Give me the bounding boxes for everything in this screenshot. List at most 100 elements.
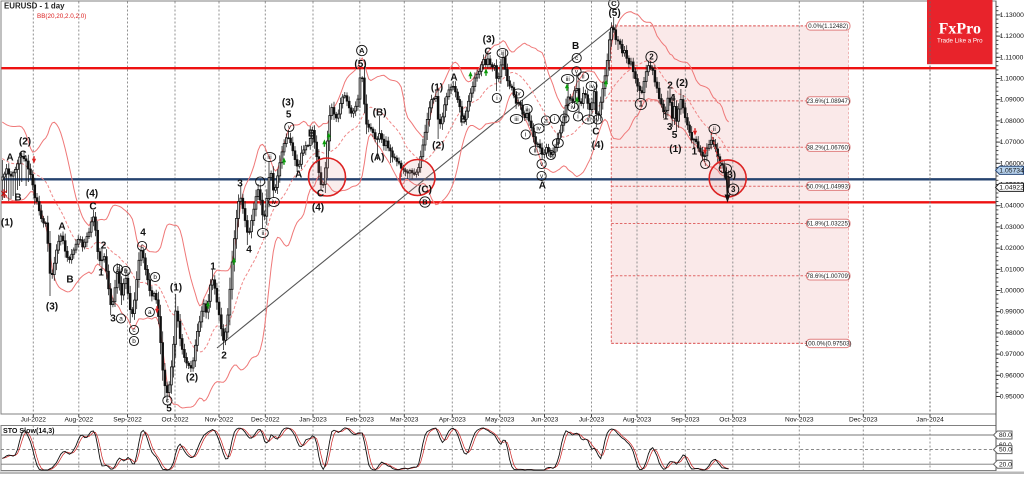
svg-text:20.0: 20.0 xyxy=(999,461,1012,468)
svg-text:b: b xyxy=(132,338,136,345)
svg-text:c: c xyxy=(132,327,136,334)
svg-text:B: B xyxy=(422,197,428,206)
svg-text:1.07000: 1.07000 xyxy=(1000,139,1024,146)
svg-text:C: C xyxy=(611,0,617,8)
svg-text:FxPro: FxPro xyxy=(939,21,981,38)
svg-text:Mar-2023: Mar-2023 xyxy=(390,416,419,423)
svg-text:(5): (5) xyxy=(608,8,620,19)
svg-text:C: C xyxy=(317,189,324,200)
svg-text:ii: ii xyxy=(556,140,559,147)
svg-text:Dec-2022: Dec-2022 xyxy=(251,416,280,423)
svg-text:78.6%(1.00709): 78.6%(1.00709) xyxy=(807,273,850,280)
svg-text:i: i xyxy=(704,161,705,168)
svg-text:Oct-2022: Oct-2022 xyxy=(161,416,188,423)
svg-text:1: 1 xyxy=(639,99,644,108)
svg-text:B: B xyxy=(14,193,21,204)
svg-text:2: 2 xyxy=(649,52,654,61)
svg-text:0.99000: 0.99000 xyxy=(1000,309,1024,316)
svg-text:5: 5 xyxy=(672,130,678,141)
svg-text:2: 2 xyxy=(667,81,673,92)
svg-text:STO Slow(14,3): STO Slow(14,3) xyxy=(3,427,55,435)
svg-text:A: A xyxy=(58,222,65,233)
svg-text:C: C xyxy=(484,47,491,58)
svg-text:C: C xyxy=(19,150,26,161)
svg-text:a: a xyxy=(119,315,123,322)
svg-text:4: 4 xyxy=(670,93,676,104)
svg-text:3: 3 xyxy=(667,122,673,133)
svg-text:3: 3 xyxy=(237,179,243,190)
svg-text:(4): (4) xyxy=(86,189,98,200)
svg-text:1.04922: 1.04922 xyxy=(999,184,1024,191)
svg-text:c: c xyxy=(140,243,144,250)
svg-text:May-2023: May-2023 xyxy=(485,416,515,423)
svg-text:(1): (1) xyxy=(431,83,443,94)
svg-text:1.08000: 1.08000 xyxy=(1000,118,1024,125)
svg-text:i: i xyxy=(259,178,260,185)
svg-text:Oct-2023: Oct-2023 xyxy=(719,416,746,423)
svg-text:(2): (2) xyxy=(676,78,688,89)
svg-text:B: B xyxy=(572,41,579,52)
svg-text:A: A xyxy=(450,73,457,84)
svg-text:v: v xyxy=(540,161,544,168)
svg-text:BB(20,20,2.0,2.0): BB(20,20,2.0,2.0) xyxy=(37,13,86,20)
svg-text:ii: ii xyxy=(261,230,264,237)
svg-text:0.0%(1.12482): 0.0%(1.12482) xyxy=(808,23,848,30)
svg-text:ii: ii xyxy=(525,106,528,113)
svg-text:50.0: 50.0 xyxy=(999,447,1012,454)
svg-text:50.0%(1.04993): 50.0%(1.04993) xyxy=(807,183,850,190)
svg-text:B: B xyxy=(460,115,467,126)
svg-text:iv: iv xyxy=(516,90,521,97)
svg-text:1: 1 xyxy=(98,268,104,279)
svg-text:1: 1 xyxy=(663,112,669,123)
svg-text:ii: ii xyxy=(501,50,504,57)
svg-text:i: i xyxy=(554,116,555,123)
svg-text:(1): (1) xyxy=(1,218,13,229)
svg-text:iii: iii xyxy=(267,154,271,161)
svg-text:Sep-2023: Sep-2023 xyxy=(671,416,700,423)
svg-text:1.10000: 1.10000 xyxy=(1000,75,1024,82)
svg-text:iv: iv xyxy=(570,104,575,111)
svg-text:5: 5 xyxy=(166,404,172,415)
svg-text:b: b xyxy=(549,152,553,159)
svg-text:i: i xyxy=(577,113,578,120)
svg-text:A: A xyxy=(539,181,546,192)
svg-text:3: 3 xyxy=(110,314,116,325)
svg-text:5: 5 xyxy=(286,110,292,121)
svg-text:b: b xyxy=(153,274,157,281)
svg-text:Jul-2023: Jul-2023 xyxy=(579,416,605,423)
svg-text:iv: iv xyxy=(589,83,594,90)
svg-text:A: A xyxy=(6,153,13,164)
svg-text:ii: ii xyxy=(582,73,585,80)
svg-text:1.02000: 1.02000 xyxy=(1000,245,1024,252)
svg-text:Sep-2022: Sep-2022 xyxy=(113,416,142,423)
svg-text:0.96000: 0.96000 xyxy=(1000,372,1024,379)
svg-text:1: 1 xyxy=(692,147,698,158)
svg-text:Jan-2024: Jan-2024 xyxy=(916,416,944,423)
svg-text:i: i xyxy=(496,95,497,102)
svg-text:a: a xyxy=(116,266,120,273)
svg-text:iii: iii xyxy=(723,165,727,172)
svg-text:i: i xyxy=(525,131,526,138)
svg-text:(3): (3) xyxy=(724,170,736,181)
svg-text:Trade Like a Pro: Trade Like a Pro xyxy=(937,38,983,45)
svg-text:(3): (3) xyxy=(46,302,58,313)
svg-text:2: 2 xyxy=(101,241,107,252)
svg-text:v: v xyxy=(288,124,292,131)
svg-text:Apr-2023: Apr-2023 xyxy=(439,416,466,423)
svg-text:80.0: 80.0 xyxy=(999,432,1012,439)
svg-text:Jun-2023: Jun-2023 xyxy=(531,416,559,423)
svg-text:4: 4 xyxy=(140,228,146,239)
svg-text:1.06000: 1.06000 xyxy=(1000,160,1024,167)
svg-text:Nov-2023: Nov-2023 xyxy=(785,416,814,423)
svg-text:Aug-2022: Aug-2022 xyxy=(64,416,93,423)
svg-text:b: b xyxy=(124,268,128,275)
svg-text:c: c xyxy=(575,55,579,62)
svg-text:3: 3 xyxy=(731,185,736,194)
svg-text:i: i xyxy=(564,115,565,122)
svg-text:C: C xyxy=(89,202,96,213)
svg-text:0.98000: 0.98000 xyxy=(1000,330,1024,337)
svg-text:c: c xyxy=(166,397,170,404)
svg-text:4: 4 xyxy=(246,245,252,256)
svg-text:61.8%(1.03225): 61.8%(1.03225) xyxy=(807,221,850,228)
svg-text:ii: ii xyxy=(713,126,716,133)
